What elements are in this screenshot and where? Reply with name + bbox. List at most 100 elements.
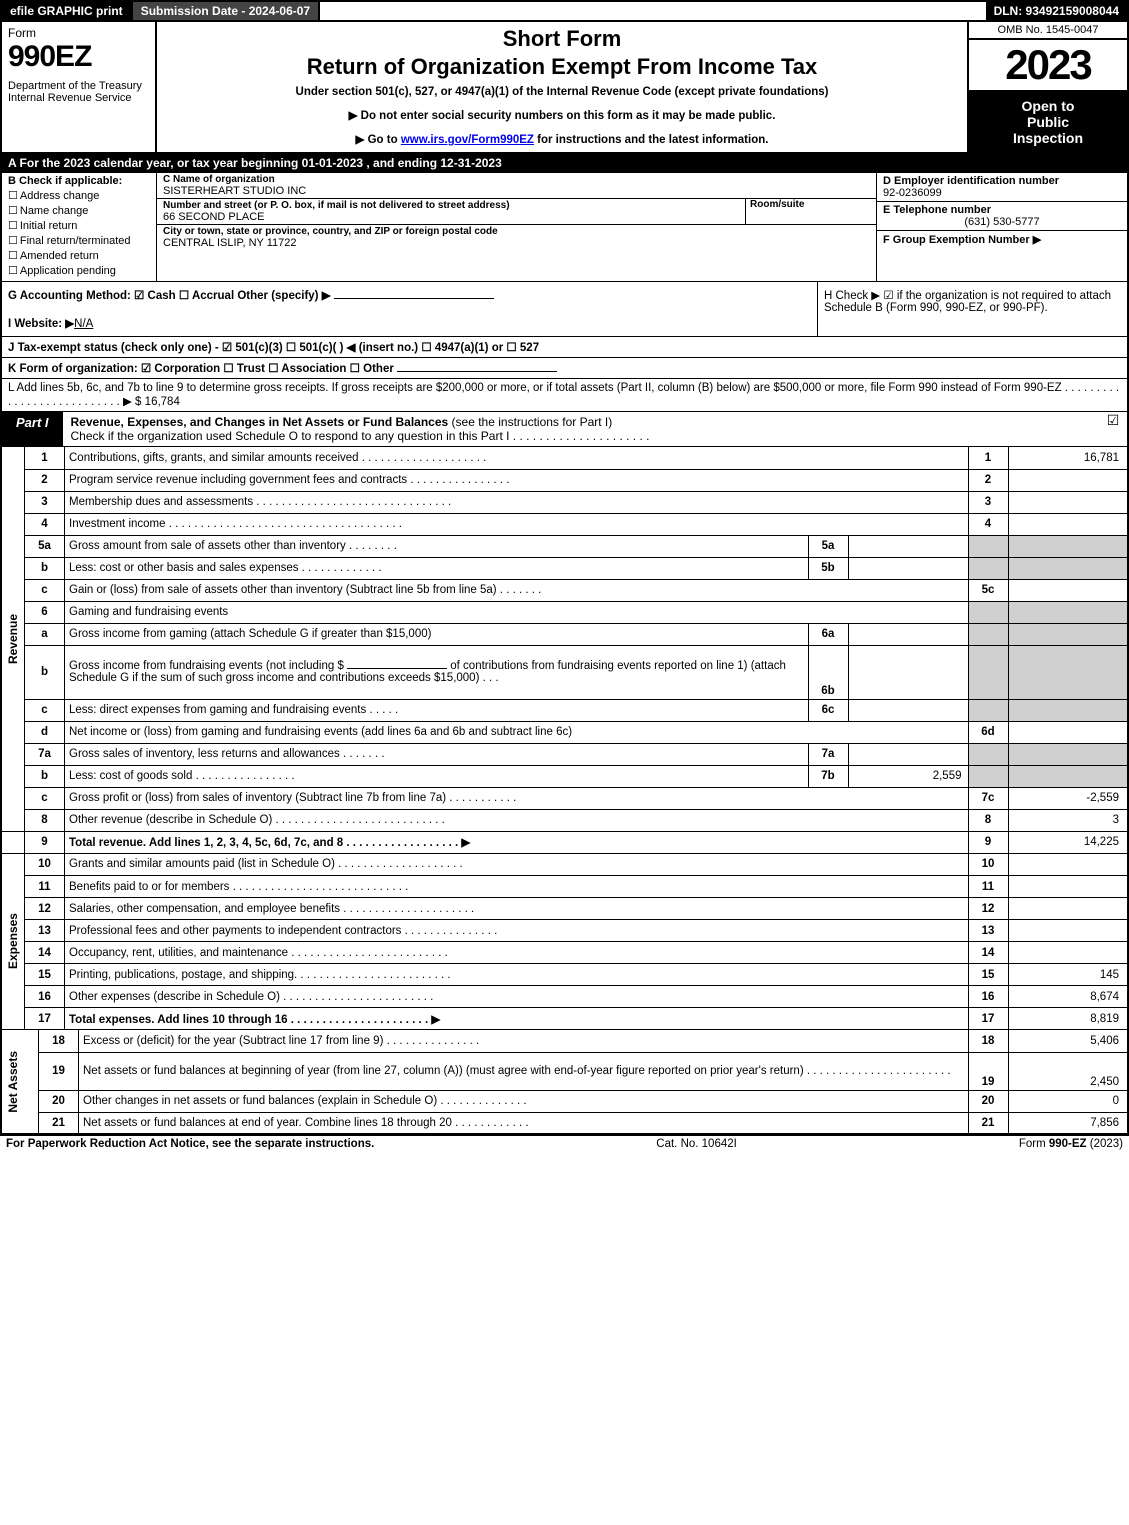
room-label: Room/suite (750, 199, 876, 210)
department-label: Department of the Treasury Internal Reve… (8, 80, 149, 104)
line-9-amt: 14,225 (1008, 831, 1128, 853)
col-b-checkboxes: B Check if applicable: Address change Na… (2, 173, 157, 281)
line-7b-amt: 2,559 (848, 765, 968, 787)
line-1-amt: 16,781 (1008, 447, 1128, 469)
line-20-text: Other changes in net assets or fund bala… (79, 1090, 969, 1112)
line-8-text: Other revenue (describe in Schedule O) .… (65, 809, 969, 831)
chk-final-return[interactable]: Final return/terminated (8, 234, 150, 247)
ein-label: D Employer identification number (883, 175, 1121, 187)
ein-cell: D Employer identification number 92-0236… (877, 173, 1127, 202)
net-assets-side-label: Net Assets (6, 1051, 20, 1113)
line-21-amt: 7,856 (1008, 1112, 1128, 1134)
line-2-text: Program service revenue including govern… (65, 469, 969, 491)
row-l-gross-receipts: L Add lines 5b, 6c, and 7b to line 9 to … (0, 379, 1129, 412)
section-bcdef: B Check if applicable: Address change Na… (0, 173, 1129, 282)
phone-label: E Telephone number (883, 204, 1121, 216)
footer-form-ref: Form 990-EZ (2023) (1019, 1138, 1123, 1150)
phone-cell: E Telephone number (631) 530-5777 (877, 202, 1127, 231)
line-18-text: Excess or (deficit) for the year (Subtra… (79, 1030, 969, 1052)
line-6c-text: Less: direct expenses from gaming and fu… (65, 699, 809, 721)
col-def: D Employer identification number 92-0236… (877, 173, 1127, 281)
note2-pre: ▶ Go to (356, 134, 401, 146)
phone-value: (631) 530-5777 (883, 216, 1121, 228)
line-16-amt: 8,674 (1008, 986, 1128, 1008)
top-bar: efile GRAPHIC print Submission Date - 20… (0, 0, 1129, 22)
revenue-table: Revenue 1Contributions, gifts, grants, a… (0, 447, 1129, 854)
street-row: Number and street (or P. O. box, if mail… (157, 199, 876, 225)
website-label: I Website: ▶ (8, 318, 74, 330)
line-13-text: Professional fees and other payments to … (65, 920, 969, 942)
row-l-amount: 16,784 (145, 396, 180, 408)
form-number: 990EZ (8, 40, 149, 74)
expenses-side-label: Expenses (6, 913, 20, 969)
row-a-tax-year: A For the 2023 calendar year, or tax yea… (0, 154, 1129, 173)
ein-value: 92-0236099 (883, 187, 1121, 199)
line-20-amt: 0 (1008, 1090, 1128, 1112)
row-g-accounting: G Accounting Method: ☑ Cash ☐ Accrual Ot… (2, 282, 817, 336)
open-to-public: Open to Public Inspection (969, 92, 1127, 152)
row-h-schedule-b: H Check ▶ ☑ if the organization is not r… (817, 282, 1127, 336)
form-title: Return of Organization Exempt From Incom… (165, 54, 959, 80)
line-18-amt: 5,406 (1008, 1030, 1128, 1052)
line-5b-text: Less: cost or other basis and sales expe… (65, 557, 809, 579)
part-i-header: Part I Revenue, Expenses, and Changes in… (0, 412, 1129, 447)
chk-address-change[interactable]: Address change (8, 189, 150, 202)
org-name-value: SISTERHEART STUDIO INC (163, 185, 870, 197)
page-footer: For Paperwork Reduction Act Notice, see … (0, 1135, 1129, 1152)
website-value: N/A (74, 318, 93, 330)
line-5a-text: Gross amount from sale of assets other t… (65, 535, 809, 557)
form-meta-block: OMB No. 1545-0047 2023 Open to Public In… (967, 22, 1127, 152)
revenue-side-label: Revenue (6, 614, 20, 664)
line-6b-text: Gross income from fundraising events (no… (65, 645, 809, 699)
short-form-label: Short Form (165, 26, 959, 52)
chk-initial-return[interactable]: Initial return (8, 219, 150, 232)
irs-link[interactable]: www.irs.gov/Form990EZ (401, 134, 534, 146)
line-1-text: Contributions, gifts, grants, and simila… (65, 447, 969, 469)
line-7b-text: Less: cost of goods sold . . . . . . . .… (65, 765, 809, 787)
org-name-cell: C Name of organization SISTERHEART STUDI… (157, 173, 876, 199)
col-b-heading: B Check if applicable: (8, 175, 150, 187)
line-6-text: Gaming and fundraising events (65, 601, 969, 623)
net-assets-table: Net Assets 18Excess or (deficit) for the… (0, 1030, 1129, 1135)
tax-year: 2023 (969, 40, 1127, 92)
col-c-org-info: C Name of organization SISTERHEART STUDI… (157, 173, 877, 281)
row-j-tax-exempt: J Tax-exempt status (check only one) - ☑… (0, 337, 1129, 358)
group-exemption-cell: F Group Exemption Number ▶ (877, 231, 1127, 281)
line-6a-text: Gross income from gaming (attach Schedul… (65, 623, 809, 645)
line-17-amt: 8,819 (1008, 1008, 1128, 1030)
line-9-text: Total revenue. Add lines 1, 2, 3, 4, 5c,… (65, 831, 969, 853)
line-14-text: Occupancy, rent, utilities, and maintena… (65, 942, 969, 964)
city-value: CENTRAL ISLIP, NY 11722 (163, 237, 870, 249)
ssn-warning: ▶ Do not enter social security numbers o… (165, 108, 959, 122)
line-21-text: Net assets or fund balances at end of ye… (79, 1112, 969, 1134)
row-k-org-form: K Form of organization: ☑ Corporation ☐ … (0, 358, 1129, 379)
line-19-amt: 2,450 (1008, 1052, 1128, 1090)
accounting-method: G Accounting Method: ☑ Cash ☐ Accrual Ot… (8, 290, 331, 302)
line-17-text: Total expenses. Add lines 10 through 16 … (65, 1008, 969, 1030)
line-7c-amt: -2,559 (1008, 787, 1128, 809)
line-15-amt: 145 (1008, 964, 1128, 986)
org-name-label: C Name of organization (163, 174, 870, 185)
part-i-checkbox[interactable]: ☑ (1099, 412, 1127, 446)
form-header: Form 990EZ Department of the Treasury In… (0, 22, 1129, 154)
line-7a-text: Gross sales of inventory, less returns a… (65, 743, 809, 765)
chk-amended-return[interactable]: Amended return (8, 249, 150, 262)
form-word: Form (8, 26, 149, 40)
part-i-desc: Revenue, Expenses, and Changes in Net As… (63, 412, 1099, 446)
line-19-text: Net assets or fund balances at beginning… (79, 1052, 969, 1090)
omb-number: OMB No. 1545-0047 (969, 22, 1127, 40)
line-15-text: Printing, publications, postage, and shi… (65, 964, 969, 986)
footer-cat-no: Cat. No. 10642I (374, 1138, 1019, 1150)
city-cell: City or town, state or province, country… (157, 225, 876, 250)
line-10-text: Grants and similar amounts paid (list in… (65, 854, 969, 876)
part-i-tab: Part I (2, 412, 63, 446)
form-id-block: Form 990EZ Department of the Treasury In… (2, 22, 157, 152)
chk-name-change[interactable]: Name change (8, 204, 150, 217)
efile-label: efile GRAPHIC print (2, 2, 133, 20)
line-4-text: Investment income . . . . . . . . . . . … (65, 513, 969, 535)
form-title-block: Short Form Return of Organization Exempt… (157, 22, 967, 152)
submission-date: Submission Date - 2024-06-07 (133, 2, 320, 20)
chk-application-pending[interactable]: Application pending (8, 264, 150, 277)
row-gh: G Accounting Method: ☑ Cash ☐ Accrual Ot… (0, 282, 1129, 337)
city-label: City or town, state or province, country… (163, 226, 870, 237)
